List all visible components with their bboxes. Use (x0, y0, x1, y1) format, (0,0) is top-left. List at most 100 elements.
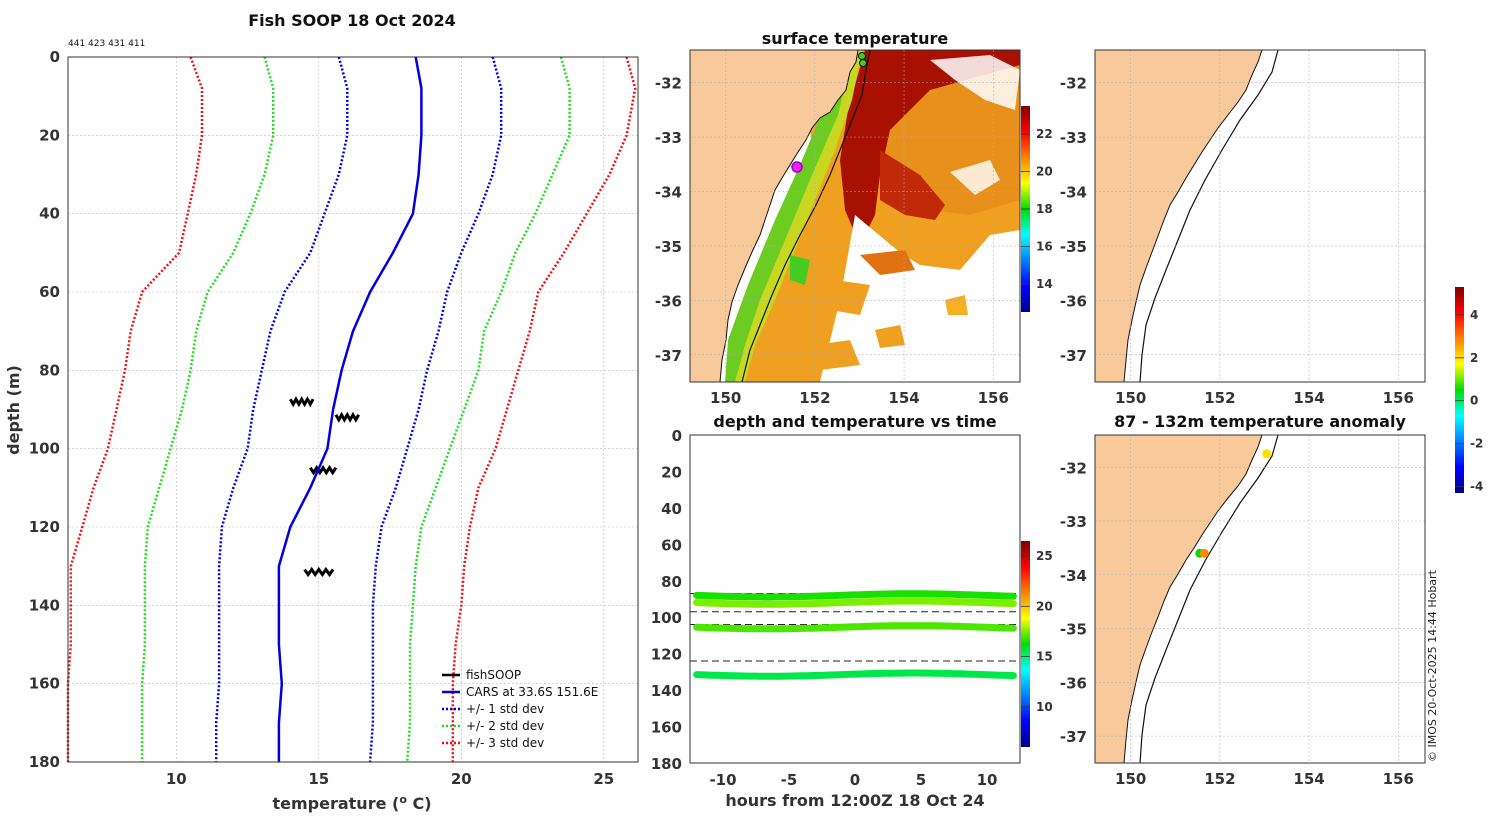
anomaly-map-image (1094, 434, 1425, 764)
profile-y-tick-label: 120 (29, 518, 60, 536)
std3-upper-line (451, 56, 637, 762)
anomaly-map-title: 87 - 132m temperature anomaly (1114, 412, 1406, 431)
profile-frame (67, 56, 639, 763)
anomaly-map-y-tick-label: -37 (1060, 728, 1087, 746)
profile-x-tick-label: 15 (308, 770, 329, 788)
depth-time-colorbar (1021, 541, 1030, 747)
anomaly-point (1262, 449, 1272, 459)
depth-time-y-tick-label: 100 (651, 609, 682, 627)
depth-time-x-tick-label: 5 (916, 771, 926, 789)
depth-time-y-tick-label: 120 (651, 646, 682, 664)
surface-map-colorbar-ticks: 14 16 18 20 22 (1021, 127, 1053, 291)
profile-y-tick-label: 80 (39, 361, 60, 379)
surface-map-y-tick-label: -35 (655, 238, 682, 256)
depth-time-marks (693, 590, 1017, 680)
anomaly-map-grid (1095, 435, 1425, 763)
profile-x-label: temperature (o C) (272, 793, 431, 813)
legend-label-std2: +/- 2 std dev (466, 719, 544, 733)
blank-map-grid (1095, 50, 1425, 382)
profile-y-tick-label: 160 (29, 675, 60, 693)
depth-time-track (693, 622, 1017, 633)
fishsoop-segment (334, 411, 360, 423)
depth-time-track (693, 590, 1017, 601)
anomaly-colorbar (1455, 287, 1464, 493)
anomaly-colorbar-tick-label: 2 (1470, 351, 1478, 365)
profile-series (66, 56, 637, 763)
profile-grid (68, 56, 638, 763)
blank-map-y-tick-label: -33 (1060, 129, 1087, 147)
blank-map-y-tick-label: -32 (1060, 75, 1087, 93)
depth-time-x-tick-label: 10 (977, 771, 998, 789)
surface-map-x-tick-label: 154 (888, 389, 919, 407)
anomaly-colorbar-tick-label: 4 (1470, 308, 1478, 322)
anomaly-map-frame (1094, 434, 1426, 764)
depth-time-track (693, 597, 1017, 608)
depth-time-x-label: hours from 12:00Z 18 Oct 24 (725, 791, 984, 810)
anomaly-map-y-tick-label: -36 (1060, 674, 1087, 692)
surface-map-ticks: 150 152 154 156 -32 -33 -34 -35 -36 -37 (655, 75, 1009, 407)
depth-time-y-tick-label: 160 (651, 719, 682, 737)
surface-map-y-tick-label: -34 (655, 184, 682, 202)
profile-y-tick-label: 180 (29, 753, 60, 771)
anomaly-colorbar-tick-label: -4 (1470, 480, 1483, 494)
std2-upper-line (405, 56, 571, 763)
surface-map-image (690, 50, 1020, 382)
anomaly-map-x-tick-label: 152 (1204, 770, 1235, 788)
legend-label-std3: +/- 3 std dev (466, 736, 544, 750)
std1-lower-line (214, 56, 349, 762)
anomaly-map-y-tick-label: -33 (1060, 513, 1087, 531)
surface-map-x-tick-label: 150 (710, 389, 741, 407)
surface-map-y-tick-label: -33 (655, 129, 682, 147)
profile-x-ticks: 10 15 20 25 (166, 770, 614, 788)
credit-text: © IMOS 20-Oct-2025 14:44 Hobart (1426, 569, 1439, 762)
surface-colorbar-tick-label: 22 (1036, 127, 1053, 141)
blank-map-y-tick-label: -36 (1060, 292, 1087, 310)
depth-time-x-tick-label: -10 (709, 771, 736, 789)
surface-map-frame (689, 49, 1021, 383)
anomaly-map-y-tick-label: -32 (1060, 459, 1087, 477)
depth-time-y-tick-label: 20 (661, 463, 682, 481)
depth-time-colorbar-tick-label: 10 (1036, 700, 1053, 714)
std2-lower-line (140, 56, 275, 762)
legend-label-fishsoop: fishSOOP (466, 668, 521, 682)
blank-map-x-tick-label: 152 (1204, 389, 1235, 407)
surface-map-grid (690, 50, 1020, 382)
profile-title: Fish SOOP 18 Oct 2024 (248, 11, 456, 30)
surface-map-y-tick-label: -37 (655, 347, 682, 365)
fishsoop-segment (309, 464, 338, 476)
blank-map-image (1094, 49, 1425, 383)
depth-time-colorbar-tick-label: 20 (1036, 599, 1053, 613)
anomaly-colorbar-tick-label: 0 (1470, 394, 1478, 408)
surface-map-soop-marker (791, 161, 803, 173)
surface-map-title: surface temperature (762, 29, 949, 48)
profile-y-ticks: 0 20 40 60 80 100 120 140 160 180 (29, 48, 60, 771)
surface-colorbar-tick-label: 18 (1036, 202, 1053, 216)
profile-y-tick-label: 100 (29, 440, 60, 458)
surface-map-y-tick-label: -36 (655, 292, 682, 310)
depth-time-colorbar-tick-label: 25 (1036, 549, 1053, 563)
blank-map-y-tick-label: -34 (1060, 184, 1087, 202)
depth-time-colorbar-tick-label: 15 (1036, 650, 1053, 664)
surface-colorbar-tick-label: 14 (1036, 277, 1053, 291)
surface-map-x-tick-label: 152 (799, 389, 830, 407)
profile-y-tick-label: 140 (29, 596, 60, 614)
profile-y-label: depth (m) (4, 365, 23, 455)
fishsoop-segment (289, 396, 315, 408)
depth-time-y-tick-label: 80 (661, 573, 682, 591)
blank-map-frame (1094, 49, 1426, 383)
surface-colorbar-tick-label: 16 (1036, 239, 1053, 253)
depth-time-track (693, 669, 1017, 680)
blank-map-y-tick-label: -37 (1060, 347, 1087, 365)
legend-label-std1: +/- 1 std dev (466, 702, 544, 716)
profile-y-tick-label: 40 (39, 205, 60, 223)
depth-time-frame (689, 434, 1021, 764)
anomaly-map-y-tick-label: -35 (1060, 621, 1087, 639)
fishsoop-segment (303, 566, 335, 578)
profile-y-tick-label: 0 (50, 48, 60, 66)
anomaly-map-x-tick-label: 150 (1115, 770, 1146, 788)
surface-colorbar-tick-label: 20 (1036, 165, 1053, 179)
depth-time-x-tick-label: -5 (781, 771, 798, 789)
depth-time-y-tick-label: 0 (672, 427, 682, 445)
